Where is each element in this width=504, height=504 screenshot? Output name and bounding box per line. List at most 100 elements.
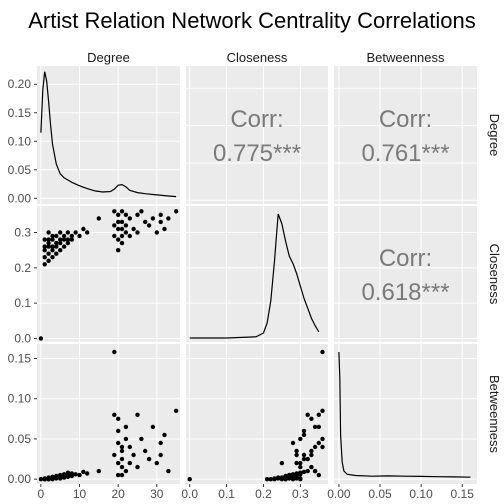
scatter-point-betweenness-vs-closeness (313, 469, 317, 473)
scatter-point-closeness-vs-degree (124, 213, 128, 217)
scatter-point-betweenness-vs-closeness (269, 477, 273, 481)
panel-degree-degree (37, 66, 180, 204)
scatter-point-closeness-vs-degree (54, 241, 58, 245)
scatter-point-betweenness-vs-degree (116, 461, 120, 465)
scatter-point-betweenness-vs-degree (112, 453, 116, 457)
scatter-point-betweenness-vs-degree (54, 474, 58, 478)
x-tick-label-betweenness: 0.10 (409, 487, 433, 501)
scatter-point-closeness-vs-degree (46, 259, 50, 263)
scatter-point-betweenness-vs-degree (112, 413, 116, 417)
scatter-point-closeness-vs-degree (46, 237, 50, 241)
scatter-point-closeness-vs-degree (120, 241, 124, 245)
scatter-point-betweenness-vs-closeness (320, 445, 324, 449)
scatter-point-betweenness-vs-closeness (291, 441, 295, 445)
scatter-point-betweenness-vs-closeness (287, 473, 291, 477)
scatter-point-closeness-vs-degree (43, 255, 47, 259)
scatter-point-closeness-vs-degree (50, 234, 54, 238)
y-tick-label-closeness: 0.3 (14, 225, 31, 239)
scatter-point-betweenness-vs-closeness (309, 417, 313, 421)
y-tick-label-degree-density: 0.15 (8, 106, 32, 120)
scatter-point-closeness-vs-degree (143, 220, 147, 224)
scatter-point-betweenness-vs-closeness (306, 457, 310, 461)
scatter-point-betweenness-vs-closeness (302, 429, 306, 433)
scatter-point-closeness-vs-degree (46, 230, 50, 234)
scatter-point-closeness-vs-degree (159, 220, 163, 224)
scatter-point-betweenness-vs-closeness (309, 465, 313, 469)
scatter-point-closeness-vs-degree (62, 234, 66, 238)
scatter-point-betweenness-vs-degree (43, 477, 47, 481)
scatter-point-betweenness-vs-degree (116, 441, 120, 445)
scatter-point-betweenness-vs-degree (120, 449, 124, 453)
scatter-point-betweenness-vs-degree (131, 453, 135, 457)
strip-label-degree: Degree (87, 50, 130, 65)
scatter-point-closeness-vs-degree (155, 230, 159, 234)
scatter-point-betweenness-vs-closeness (283, 474, 287, 478)
scatter-point-closeness-vs-degree (116, 213, 120, 217)
scatter-point-closeness-vs-degree (116, 220, 120, 224)
scatter-point-betweenness-vs-degree (58, 476, 62, 480)
scatter-point-closeness-vs-degree (54, 234, 58, 238)
scatter-point-closeness-vs-degree (116, 248, 120, 252)
x-tick-label-degree: 30 (150, 487, 164, 501)
scatter-point-betweenness-vs-degree (128, 445, 132, 449)
scatter-point-betweenness-vs-degree (116, 417, 120, 421)
scatter-point-closeness-vs-degree (73, 230, 77, 234)
y-tick-label-degree-density: 0.20 (8, 77, 32, 91)
scatter-point-betweenness-vs-degree (135, 413, 139, 417)
scatter-point-betweenness-vs-closeness (294, 449, 298, 453)
x-tick-label-degree: 20 (111, 487, 125, 501)
x-tick-label-closeness: 0.0 (181, 487, 198, 501)
scatter-point-closeness-vs-degree (66, 237, 70, 241)
scatter-point-closeness-vs-degree (139, 209, 143, 213)
scatter-point-betweenness-vs-degree (66, 471, 70, 475)
scatter-point-closeness-vs-degree (131, 227, 135, 231)
scatter-point-betweenness-vs-degree (81, 470, 85, 474)
scatter-point-betweenness-vs-degree (39, 477, 43, 481)
strip-label-right-betweenness: Betweenness (487, 375, 502, 454)
scatter-point-closeness-vs-degree (97, 216, 101, 220)
x-tick-label-betweenness: 0.05 (368, 487, 392, 501)
scatter-point-betweenness-vs-closeness (320, 350, 324, 354)
scatter-point-closeness-vs-degree (58, 230, 62, 234)
strip-label-closeness: Closeness (227, 50, 288, 65)
scatter-point-betweenness-vs-degree (116, 473, 120, 477)
scatter-point-closeness-vs-degree (128, 234, 132, 238)
x-tick-label-betweenness: 0.00 (327, 487, 351, 501)
scatter-point-betweenness-vs-degree (46, 477, 50, 481)
scatter-point-betweenness-vs-degree (124, 469, 128, 473)
scatter-point-closeness-vs-degree (58, 237, 62, 241)
scatter-point-betweenness-vs-degree (147, 457, 151, 461)
scatter-point-betweenness-vs-closeness (306, 469, 310, 473)
scatter-point-closeness-vs-degree (120, 209, 124, 213)
scatter-point-betweenness-vs-degree (70, 471, 74, 475)
corr-label-degree-betweenness: Corr: (379, 106, 432, 133)
scatter-point-betweenness-vs-closeness (272, 476, 276, 480)
scatter-point-closeness-vs-degree (166, 216, 170, 220)
scatter-point-closeness-vs-degree (46, 252, 50, 256)
scatter-point-betweenness-vs-degree (124, 425, 128, 429)
panel-betweenness-betweenness (334, 344, 477, 484)
y-tick-label-closeness: 0.2 (14, 261, 31, 275)
scatter-point-betweenness-vs-degree (120, 457, 124, 461)
corr-value-degree-closeness: 0.775*** (213, 140, 301, 167)
scatter-point-closeness-vs-degree (81, 227, 85, 231)
corr-value-closeness-betweenness: 0.618*** (361, 279, 449, 306)
scatter-point-closeness-vs-degree (77, 234, 81, 238)
scatter-point-betweenness-vs-closeness (309, 453, 313, 457)
scatter-point-closeness-vs-degree (147, 223, 151, 227)
scatter-point-betweenness-vs-degree (112, 350, 116, 354)
scatter-point-betweenness-vs-degree (159, 441, 163, 445)
y-tick-label-betweenness: 0.00 (8, 472, 32, 486)
scatter-point-betweenness-vs-closeness (298, 461, 302, 465)
scatter-point-closeness-vs-degree (43, 237, 47, 241)
y-tick-label-betweenness: 0.10 (8, 392, 32, 406)
scatter-point-betweenness-vs-degree (151, 425, 155, 429)
scatter-point-betweenness-vs-degree (174, 409, 178, 413)
scatter-point-betweenness-vs-closeness (320, 437, 324, 441)
scatter-point-closeness-vs-degree (120, 220, 124, 224)
scatter-point-betweenness-vs-degree (155, 461, 159, 465)
scatter-point-closeness-vs-degree (135, 230, 139, 234)
scatter-point-betweenness-vs-closeness (280, 461, 284, 465)
scatter-point-betweenness-vs-closeness (298, 437, 302, 441)
panel-closeness-betweenness (334, 206, 477, 342)
